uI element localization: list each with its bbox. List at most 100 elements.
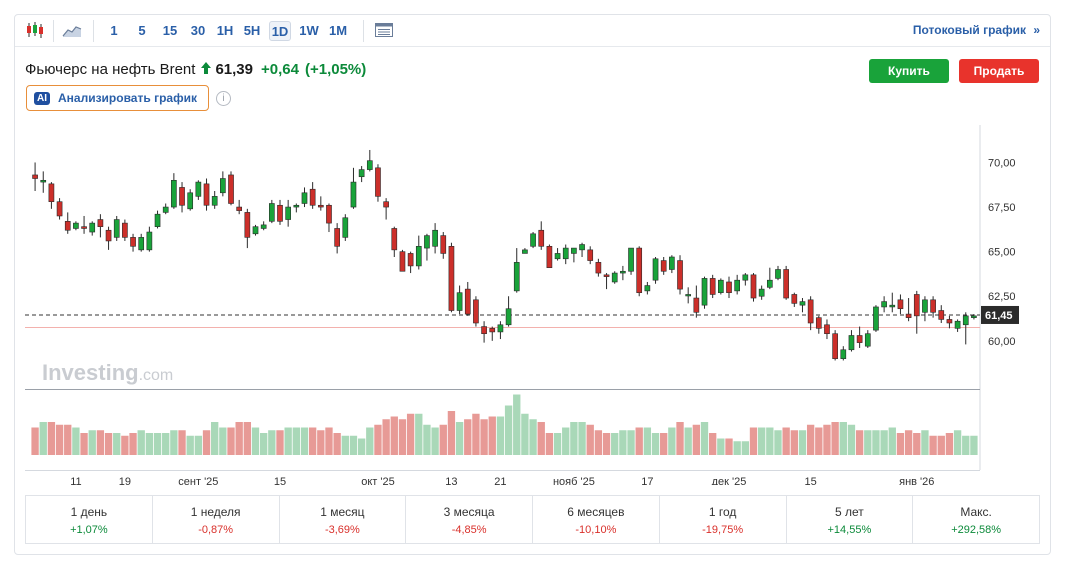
streaming-chart-link[interactable]: Потоковый график »	[913, 23, 1040, 37]
performance-cell: 3 месяца -4,85%	[406, 496, 533, 543]
volume-bar	[170, 430, 178, 455]
volume-bar	[357, 438, 366, 455]
volume-bar	[153, 433, 162, 455]
interval-1d[interactable]: 1D	[269, 21, 291, 41]
candle-body	[873, 306, 879, 331]
ai-icon: AI	[34, 91, 50, 105]
candle	[195, 180, 202, 200]
candle-body	[971, 315, 977, 318]
candle-body	[954, 320, 961, 329]
candle-body	[848, 335, 855, 351]
interval-1m[interactable]: 1M	[328, 23, 348, 38]
candle-body	[799, 301, 806, 306]
candle	[440, 232, 447, 259]
x-tick-label: дек '25	[712, 476, 747, 485]
volume-bar	[921, 430, 929, 455]
candle-body	[660, 260, 667, 272]
candle-body	[113, 219, 120, 238]
interval-1min[interactable]: 1	[110, 23, 118, 38]
candle	[244, 208, 251, 249]
volume-bar	[709, 433, 717, 455]
candle	[497, 321, 504, 340]
x-tick-label: 15	[805, 476, 817, 485]
performance-cell: 1 неделя -0,87%	[153, 496, 280, 543]
volume-bar	[47, 422, 56, 455]
sell-button[interactable]: Продать	[959, 59, 1039, 83]
performance-cell: 6 месяцев -10,10%	[533, 496, 660, 543]
candle	[701, 276, 708, 309]
volume-bar	[798, 430, 807, 455]
volume-bar	[937, 435, 945, 455]
buy-button[interactable]: Купить	[869, 59, 949, 83]
candle	[913, 290, 920, 334]
candle-body	[587, 249, 594, 261]
candle-body	[260, 224, 267, 229]
candle-body	[905, 313, 912, 318]
price-chart[interactable]: Investing.com 70,00 67,50 65,00 62,50 60,00 61…	[25, 125, 1040, 485]
volume-bar	[586, 424, 594, 455]
volume-bar	[145, 433, 154, 455]
candle	[358, 166, 365, 183]
candle	[905, 298, 912, 322]
volume-bar	[953, 430, 962, 455]
candle	[220, 171, 226, 197]
toolbar-divider	[363, 20, 364, 42]
area-chart-icon[interactable]	[61, 21, 83, 41]
interval-5h[interactable]: 5H	[243, 23, 261, 38]
candle-body	[326, 204, 332, 224]
candle-body	[375, 167, 381, 197]
info-icon[interactable]: i	[216, 91, 231, 106]
volume-bar	[790, 430, 798, 455]
candle-body	[383, 201, 389, 208]
candle-body	[187, 192, 194, 210]
candle	[424, 233, 430, 261]
candle	[293, 203, 300, 213]
volume-bar	[945, 433, 954, 455]
candle-body	[611, 272, 618, 283]
analyze-chart-button[interactable]: AI Анализировать график	[26, 85, 209, 111]
interval-5min[interactable]: 5	[138, 23, 146, 38]
candle	[203, 178, 210, 211]
candle-body	[432, 229, 438, 247]
candle	[693, 285, 700, 318]
candlestick-chart-icon[interactable]	[24, 21, 46, 41]
volume-bar	[962, 435, 970, 455]
candle	[326, 203, 332, 233]
candle	[669, 255, 675, 274]
candle-body	[424, 235, 430, 249]
volume-bar	[406, 413, 415, 455]
interval-15min[interactable]: 15	[162, 23, 178, 38]
volume-bar	[243, 422, 252, 455]
candle-body	[366, 160, 373, 170]
candle	[603, 273, 610, 290]
interval-1h[interactable]: 1H	[216, 23, 234, 38]
table-view-icon[interactable]	[373, 21, 395, 41]
y-tick-label: 70,00	[988, 157, 1016, 169]
volume-bar	[757, 427, 766, 455]
performance-cell: Макс. +292,58%	[913, 496, 1039, 543]
candle	[758, 285, 765, 300]
volume-bar	[537, 422, 545, 455]
volume-bar	[415, 413, 423, 455]
candle-body	[456, 292, 463, 311]
toolbar-divider	[53, 20, 54, 42]
candle-body	[171, 179, 177, 208]
candle-body	[938, 310, 945, 320]
candle	[685, 287, 692, 304]
candle-body	[391, 228, 398, 251]
interval-1w[interactable]: 1W	[299, 23, 319, 38]
volume-bar	[904, 430, 913, 455]
volume-bar	[284, 427, 292, 455]
volume-bar	[235, 422, 243, 455]
candle	[938, 305, 945, 323]
volume-bar	[423, 424, 431, 455]
watermark-suffix: .com	[139, 367, 174, 384]
candle-body	[750, 274, 757, 299]
candle	[383, 198, 389, 220]
performance-period: 5 лет	[834, 505, 864, 519]
interval-30min[interactable]: 30	[190, 23, 206, 38]
candle	[807, 296, 814, 331]
candle-body	[407, 253, 414, 267]
volume-bar	[308, 427, 317, 455]
candle-body	[464, 288, 471, 315]
